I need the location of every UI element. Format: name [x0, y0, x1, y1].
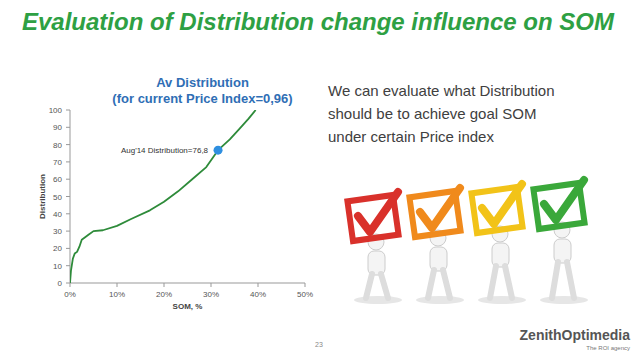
figure-leg	[567, 262, 574, 298]
x-axis-label: SOM, %	[173, 302, 203, 311]
figure-leg	[366, 274, 372, 298]
y-tick-label: 100	[49, 106, 63, 115]
y-tick-label: 0	[58, 279, 63, 288]
x-tick	[211, 283, 212, 287]
y-tick	[66, 179, 70, 180]
x-tick	[305, 283, 306, 287]
y-tick-label: 40	[53, 210, 62, 219]
y-tick	[66, 127, 70, 128]
x-tick-label: 30%	[203, 290, 219, 299]
figure-leg	[443, 270, 450, 298]
y-tick-label: 60	[53, 175, 62, 184]
body-text: under certain Price index	[328, 128, 494, 145]
x-tick	[164, 283, 165, 287]
y-tick-label: 20	[53, 244, 62, 253]
y-tick-label: 30	[53, 227, 62, 236]
figure-leg	[381, 274, 388, 298]
y-tick	[66, 110, 70, 111]
y-tick	[66, 144, 70, 145]
y-tick	[66, 213, 70, 214]
x-tick-label: 50%	[297, 290, 313, 299]
shadow	[416, 296, 464, 304]
plot-area	[70, 110, 256, 283]
y-tick-label: 50	[53, 193, 62, 202]
checkmark	[420, 188, 460, 228]
figure-leg	[490, 266, 496, 298]
slide: Evaluation of Distribution change influe…	[0, 0, 638, 359]
y-tick	[66, 248, 70, 249]
y-tick	[66, 161, 70, 162]
x-tick-label: 40%	[250, 290, 266, 299]
checkmark	[544, 180, 584, 220]
figure-leg	[505, 266, 512, 298]
x-tick	[70, 283, 71, 287]
shadow	[354, 296, 402, 304]
shadow	[540, 296, 588, 304]
chart-subtitle: (for current Price Index=0,96)	[112, 91, 292, 106]
body-text: We can evaluate what Distribution	[328, 82, 555, 99]
y-tick	[66, 265, 70, 266]
figure-leg	[428, 270, 434, 298]
y-tick	[66, 231, 70, 232]
annotation-point	[214, 146, 223, 155]
checkmark	[482, 184, 522, 224]
y-tick-label: 80	[53, 141, 62, 150]
logo: ZenithOptimedia	[520, 327, 631, 343]
figure-leg	[552, 262, 558, 298]
y-tick-label: 90	[53, 123, 62, 132]
page-number: 23	[315, 341, 323, 348]
y-tick-label: 70	[53, 158, 62, 167]
checkmark	[358, 192, 398, 232]
y-tick-label: 10	[53, 262, 62, 271]
y-tick	[66, 283, 70, 284]
logo-tagline: The ROI agency	[586, 345, 630, 351]
x-axis	[70, 283, 305, 284]
data-line	[70, 110, 256, 283]
annotation-label: Aug'14 Distribution=76,8	[121, 146, 209, 155]
illustration	[347, 180, 588, 304]
slide-title: Evaluation of Distribution change influe…	[22, 8, 615, 35]
x-tick-label: 0%	[64, 290, 76, 299]
x-tick-label: 10%	[109, 290, 125, 299]
y-axis-label: Distribution	[38, 174, 47, 219]
y-tick	[66, 196, 70, 197]
body-text: should be to achieve goal SOM	[328, 105, 536, 122]
x-tick	[117, 283, 118, 287]
x-tick-label: 20%	[156, 290, 172, 299]
chart-title: Av Distribution	[156, 75, 249, 90]
x-tick	[258, 283, 259, 287]
shadow	[478, 296, 526, 304]
